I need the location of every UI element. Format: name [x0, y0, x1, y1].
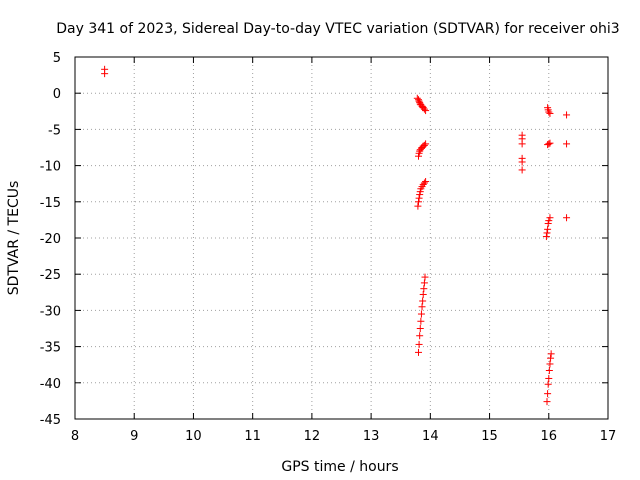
data-point — [563, 140, 571, 148]
data-point — [422, 178, 430, 186]
data-point — [422, 140, 430, 148]
data-point — [547, 350, 555, 358]
data-point — [416, 332, 424, 340]
data-point — [544, 225, 552, 233]
axis-ticks: 8 9 10 11 12 13 14 15 16 17 5 0 -5 -10 -15 -20 -25 -30 -35… — [40, 51, 617, 444]
data-point — [544, 220, 552, 228]
data-point — [416, 325, 424, 332]
y-tick-label: -20 — [40, 232, 61, 247]
data-point — [415, 97, 423, 105]
data-point — [420, 105, 428, 113]
data-point — [518, 158, 526, 166]
x-tick-label: 17 — [600, 429, 617, 444]
data-point — [544, 380, 552, 388]
data-point — [416, 188, 424, 196]
x-tick-label: 12 — [304, 429, 321, 444]
x-tick-label: 13 — [363, 429, 380, 444]
y-tick-label: -45 — [40, 413, 61, 428]
chart-title: Day 341 of 2023, Sidereal Day-to-day VTE… — [56, 21, 619, 37]
data-point — [543, 229, 551, 237]
y-tick-label: -25 — [40, 268, 61, 283]
data-point — [422, 107, 430, 115]
y-tick-label: -5 — [48, 123, 61, 138]
y-tick-label: -15 — [40, 196, 61, 211]
data-point — [546, 214, 554, 222]
y-tick-label: 5 — [53, 51, 61, 66]
data-point — [545, 140, 553, 148]
data-point — [546, 109, 554, 117]
y-axis-label: SDTVAR / TECUs — [6, 181, 22, 296]
y-tick-label: -10 — [40, 160, 61, 175]
x-tick-label: 9 — [130, 429, 138, 444]
x-tick-label: 14 — [422, 429, 439, 444]
data-point — [546, 139, 554, 147]
data-point — [101, 70, 109, 78]
data-point — [420, 179, 428, 187]
data-point — [544, 390, 552, 398]
data-point — [543, 398, 551, 406]
x-tick-label: 8 — [71, 429, 79, 444]
data-point — [545, 217, 553, 225]
data-point — [419, 297, 427, 305]
y-tick-label: -35 — [40, 341, 61, 356]
data-point — [413, 94, 421, 102]
data-point — [518, 166, 526, 174]
grid — [75, 57, 608, 419]
data-point — [418, 303, 426, 311]
x-tick-label: 15 — [481, 429, 498, 444]
data-point — [545, 108, 553, 116]
data-point — [563, 111, 571, 119]
x-tick-label: 16 — [541, 429, 558, 444]
data-point — [415, 194, 423, 202]
data-point — [414, 96, 422, 104]
data-point — [414, 152, 422, 160]
data-point — [420, 285, 428, 293]
data-point — [545, 366, 553, 374]
data-point — [417, 310, 425, 318]
data-point — [518, 140, 526, 148]
data-point — [547, 354, 555, 362]
plot-frame — [74, 56, 609, 420]
data-point — [546, 360, 554, 368]
data-point — [542, 233, 550, 241]
data-point — [416, 191, 424, 199]
data-point — [545, 374, 553, 382]
x-tick-label: 11 — [244, 429, 261, 444]
data-point — [417, 317, 425, 325]
data-point — [563, 214, 571, 222]
data-points — [101, 65, 571, 406]
data-point — [414, 202, 422, 210]
data-point — [420, 279, 428, 287]
data-point — [419, 290, 427, 298]
x-axis-label: GPS time / hours — [281, 459, 398, 475]
data-point — [415, 340, 423, 348]
data-point — [414, 198, 422, 206]
data-point — [420, 141, 428, 149]
data-point — [414, 348, 422, 356]
y-tick-label: 0 — [53, 87, 61, 102]
data-point — [421, 273, 429, 281]
y-tick-label: -40 — [40, 377, 61, 392]
data-point — [416, 147, 424, 155]
y-tick-label: -30 — [40, 304, 61, 319]
x-tick-label: 10 — [185, 429, 202, 444]
